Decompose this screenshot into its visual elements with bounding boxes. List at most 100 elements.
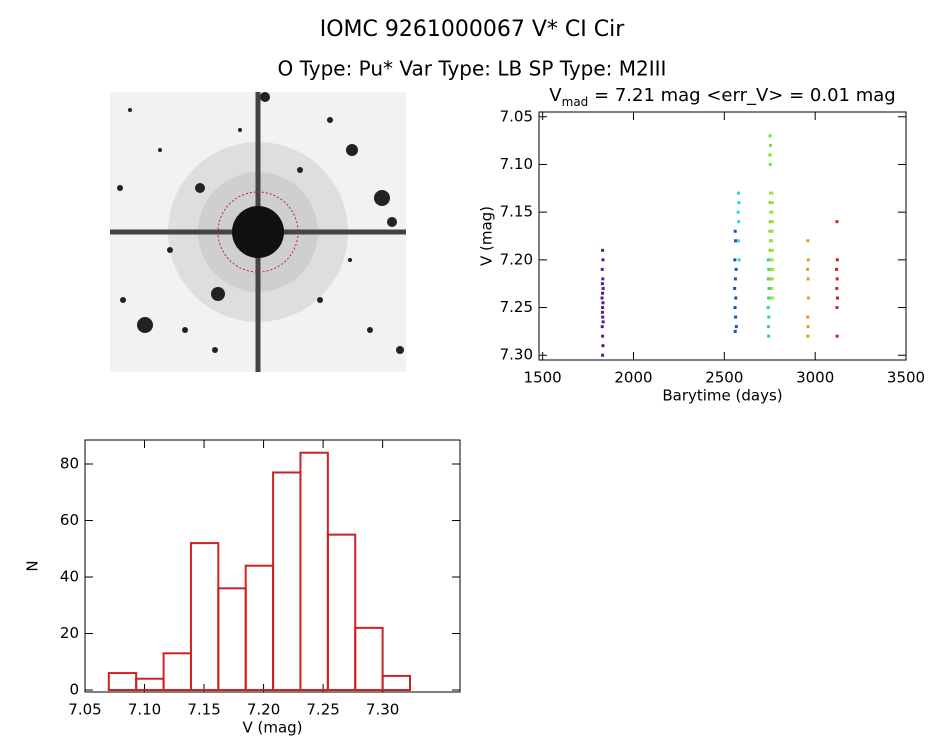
point: [737, 258, 741, 262]
y-axis-label: N: [24, 560, 42, 571]
point: [767, 334, 771, 338]
point: [771, 267, 775, 271]
y-tick-label: 7.20: [500, 250, 533, 268]
bar: [326, 533, 357, 692]
point: [806, 296, 810, 300]
point: [737, 220, 741, 224]
point: [770, 191, 774, 195]
x-tick-label: 7.25: [306, 701, 339, 719]
point: [766, 306, 770, 310]
point: [768, 220, 772, 224]
point: [770, 258, 774, 262]
point: [733, 329, 737, 333]
point: [600, 267, 604, 271]
bar: [354, 626, 384, 692]
point: [835, 334, 839, 338]
point: [768, 248, 772, 252]
point: [734, 239, 738, 243]
point: [770, 277, 774, 281]
point: [736, 210, 740, 214]
y-tick-label: 0: [69, 681, 79, 699]
y-tick-label: 80: [60, 455, 79, 473]
point: [601, 277, 605, 281]
x-tick-label: 3500: [887, 369, 925, 387]
bar: [162, 652, 192, 692]
point: [768, 153, 772, 157]
plot-frame: [84, 439, 461, 693]
y-tick-label: 7.05: [500, 107, 533, 125]
point: [806, 258, 810, 262]
x-tick-label: 7.05: [68, 701, 101, 719]
x-tick-label: 7.10: [128, 701, 161, 719]
point: [733, 258, 737, 262]
point: [770, 229, 774, 233]
point: [600, 296, 604, 300]
y-tick-label: 7.15: [500, 203, 533, 221]
bar: [135, 677, 165, 692]
bar: [244, 564, 275, 692]
point: [601, 301, 605, 305]
x-tick-label: 3000: [796, 369, 834, 387]
x-tick-label: 7.20: [247, 701, 280, 719]
point: [601, 258, 605, 262]
point: [835, 258, 839, 262]
point: [601, 291, 605, 295]
bar: [272, 471, 302, 692]
x-tick-label: 7.15: [187, 701, 220, 719]
bar: [381, 674, 412, 692]
point: [734, 296, 738, 300]
x-axis-label: V (mag): [242, 719, 302, 737]
bar: [189, 542, 220, 692]
point: [600, 282, 604, 286]
point: [806, 315, 810, 319]
point: [734, 315, 738, 319]
point: [768, 162, 772, 166]
x-tick-label: 2000: [614, 369, 652, 387]
title-part: = 7.21 mag <err_V> = 0.01 mag: [588, 85, 895, 106]
x-tick-label: 1500: [524, 369, 562, 387]
point: [736, 239, 740, 243]
point: [769, 296, 773, 300]
title-part: V: [549, 85, 562, 106]
point: [736, 191, 740, 195]
point: [601, 344, 605, 348]
point: [768, 229, 772, 233]
bar: [107, 672, 138, 692]
point: [733, 229, 737, 233]
point: [601, 248, 605, 252]
y-tick-label: 60: [60, 511, 79, 529]
point: [767, 296, 771, 300]
point: [835, 220, 839, 224]
point: [770, 201, 774, 205]
y-tick-label: 7.10: [500, 155, 533, 173]
point: [601, 286, 605, 290]
point: [771, 296, 775, 300]
figure-subtitle: O Type: Pu* Var Type: LB SP Type: M2III: [278, 57, 667, 81]
point: [770, 286, 774, 290]
point: [768, 277, 772, 281]
y-tick-label: 7.30: [500, 346, 533, 364]
y-tick-label: 20: [60, 624, 79, 642]
point: [733, 306, 737, 310]
point: [835, 306, 839, 310]
point: [835, 277, 839, 281]
point: [734, 325, 738, 329]
point: [768, 134, 772, 138]
point: [806, 334, 810, 338]
point: [733, 286, 737, 290]
point: [767, 315, 771, 319]
y-tick-label: 40: [60, 568, 79, 586]
point: [601, 315, 605, 319]
point: [806, 277, 810, 281]
point: [806, 267, 810, 271]
point: [771, 220, 775, 224]
point: [733, 277, 737, 281]
point: [768, 201, 772, 205]
point: [768, 267, 772, 271]
point: [766, 258, 770, 262]
point: [770, 210, 774, 214]
plot-frame: [538, 111, 907, 361]
x-axis-label: Barytime (days): [662, 387, 782, 405]
point: [806, 239, 810, 243]
